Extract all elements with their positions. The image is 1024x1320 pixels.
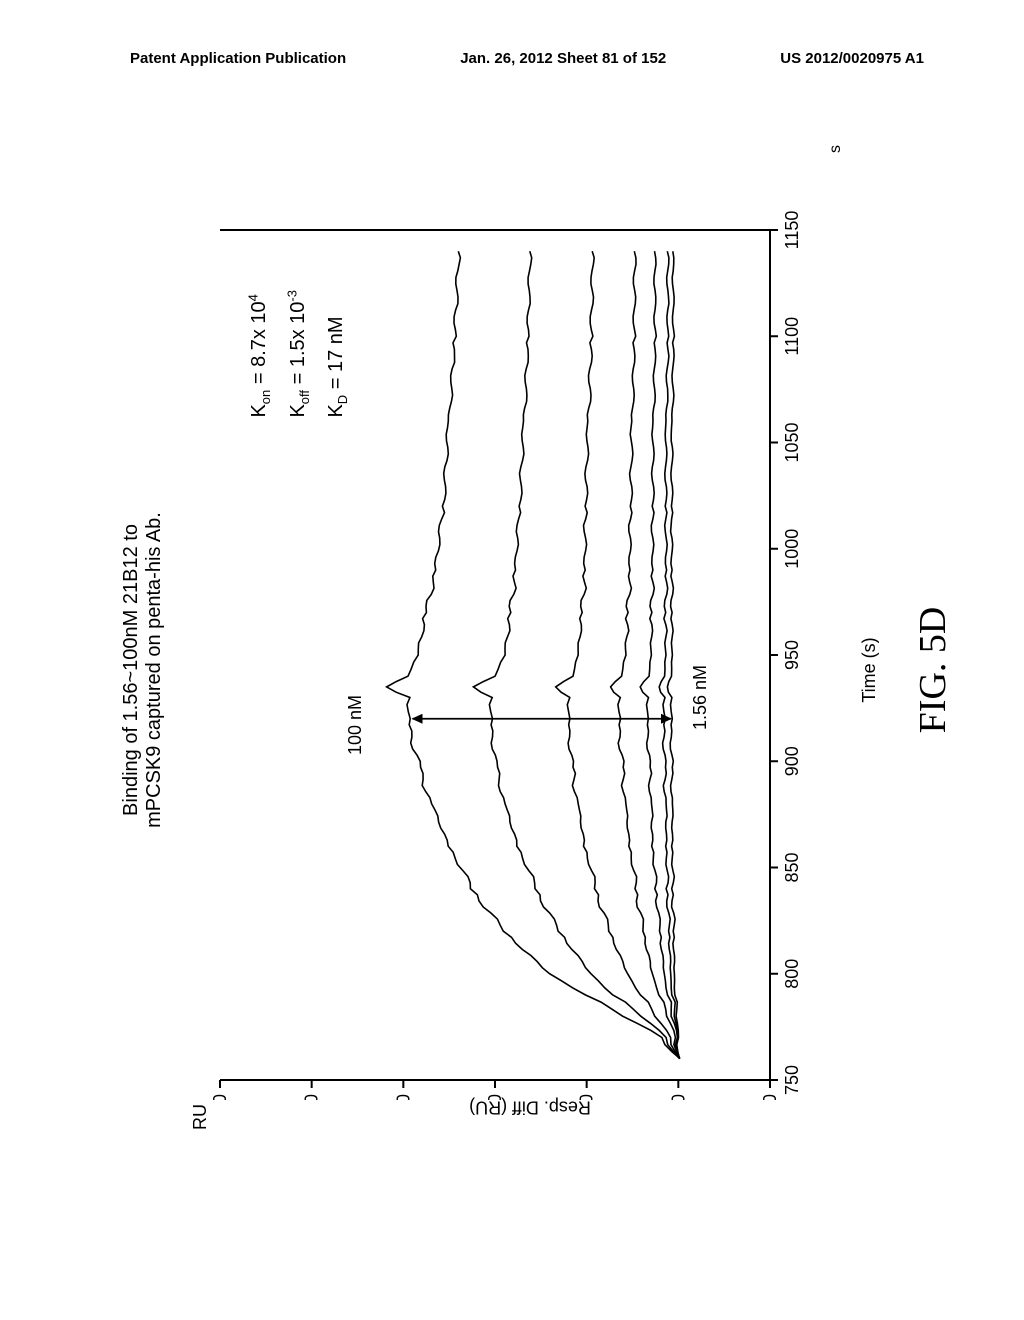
svg-text:1100: 1100 — [782, 317, 802, 356]
svg-text:50: 50 — [210, 1094, 230, 1100]
svg-text:850: 850 — [782, 852, 802, 882]
x-axis-label: Time (s) — [859, 637, 880, 702]
svg-text:30: 30 — [393, 1094, 413, 1100]
page-header: Patent Application Publication Jan. 26, … — [0, 50, 1024, 67]
header-center: Jan. 26, 2012 Sheet 81 of 152 — [460, 50, 666, 67]
svg-text:900: 900 — [782, 746, 802, 776]
header-left: Patent Application Publication — [130, 50, 346, 67]
svg-text:1150: 1150 — [782, 211, 802, 250]
svg-text:950: 950 — [782, 640, 802, 670]
svg-text:20: 20 — [485, 1094, 505, 1100]
spr-chart: -10 0 10 20 30 40 50 750 800 850 900 950 1000 1050 110… — [210, 200, 830, 1100]
svg-text:0: 0 — [668, 1094, 688, 1100]
chart-title: Binding of 1.56~100nM 21B12 to mPCSK9 ca… — [120, 512, 166, 828]
svg-text:750: 750 — [782, 1065, 802, 1095]
figure-container: Binding of 1.56~100nM 21B12 to mPCSK9 ca… — [110, 140, 910, 1200]
figure-number: FIG. 5D — [911, 607, 955, 734]
svg-text:1050: 1050 — [782, 422, 802, 462]
svg-text:40: 40 — [302, 1094, 322, 1100]
svg-text:10: 10 — [577, 1094, 597, 1100]
svg-text:-10: -10 — [760, 1094, 780, 1100]
svg-text:1000: 1000 — [782, 529, 802, 569]
time-unit: s — [827, 145, 845, 153]
header-right: US 2012/0020975 A1 — [780, 50, 924, 67]
rotated-figure: Binding of 1.56~100nM 21B12 to mPCSK9 ca… — [110, 140, 910, 1200]
svg-text:800: 800 — [782, 959, 802, 989]
ru-unit-label: RU — [190, 1104, 211, 1130]
